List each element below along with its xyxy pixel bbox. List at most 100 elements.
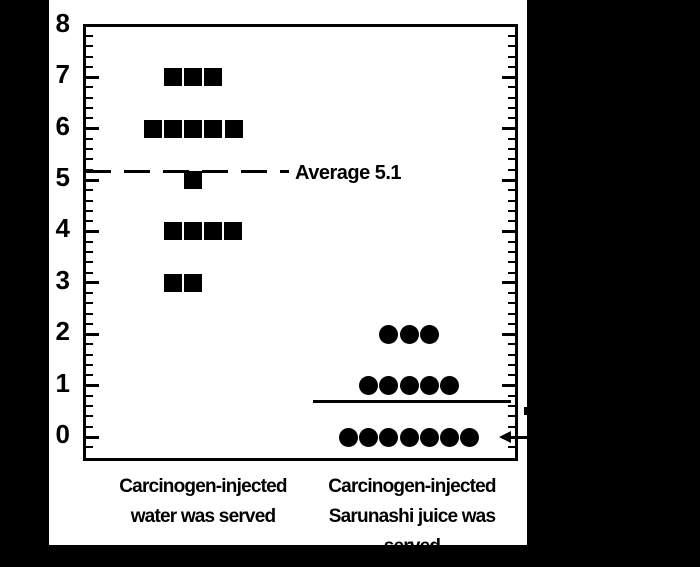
data-point-circle <box>379 427 399 447</box>
average-line-solid <box>313 399 511 403</box>
data-point-square <box>184 68 202 87</box>
data-point-square <box>184 119 202 138</box>
y-axis-minor-tick <box>508 199 515 202</box>
y-axis-minor-tick <box>508 55 515 58</box>
data-point-circle <box>379 324 399 344</box>
y-axis-minor-tick <box>86 446 93 449</box>
data-point-circle <box>440 376 459 396</box>
data-point-square <box>204 222 223 241</box>
y-axis-major-tick <box>86 435 99 439</box>
data-point-square <box>224 222 243 241</box>
x-category-label-line: Carcinogen-injected <box>119 476 287 497</box>
y-axis-tick-label: 0 <box>55 419 70 449</box>
data-point-square <box>184 273 203 292</box>
y-axis-minor-tick <box>508 35 515 38</box>
y-axis-minor-tick <box>86 415 93 418</box>
y-axis-minor-tick <box>86 353 93 356</box>
y-axis-minor-tick <box>508 261 515 264</box>
y-axis-minor-tick <box>86 364 93 367</box>
y-axis-minor-tick <box>86 405 93 408</box>
y-axis-minor-tick <box>86 168 93 171</box>
plot-area <box>83 24 518 461</box>
y-axis-major-tick <box>502 384 515 388</box>
data-point-square <box>224 119 243 138</box>
y-axis-minor-tick <box>508 271 515 274</box>
data-point-circle <box>359 376 378 396</box>
y-axis-minor-tick <box>86 148 93 151</box>
y-axis-minor-tick <box>86 261 93 264</box>
y-axis-minor-tick <box>508 312 515 315</box>
data-point-circle <box>359 427 378 447</box>
y-axis-tick-label: 6 <box>55 110 70 141</box>
y-axis-minor-tick <box>86 107 93 110</box>
y-axis-minor-tick <box>508 189 515 192</box>
y-axis-minor-tick <box>86 35 93 38</box>
y-axis-minor-tick <box>508 86 515 89</box>
y-axis-major-tick <box>502 229 515 233</box>
y-axis-minor-tick <box>86 425 93 428</box>
y-axis-tick-label: 7 <box>55 59 70 90</box>
x-category-label-juice: Carcinogen-injected Sarunashi juice was se… <box>282 472 527 545</box>
y-axis-minor-tick <box>508 353 515 356</box>
y-axis-minor-tick <box>508 292 515 295</box>
data-point-square <box>163 273 182 292</box>
y-axis-minor-tick <box>86 158 93 161</box>
y-axis-minor-tick <box>86 45 93 48</box>
y-axis-minor-tick <box>86 65 93 68</box>
data-point-circle <box>419 427 439 447</box>
data-point-square <box>163 119 182 138</box>
x-category-label-water: Carcinogen-injected water was served <box>73 472 333 532</box>
y-axis-minor-tick <box>508 240 515 243</box>
x-category-label-line: Sarunashi juice was <box>328 506 496 527</box>
y-axis-major-tick <box>86 75 99 79</box>
y-axis-minor-tick <box>86 199 93 202</box>
data-point-circle <box>379 376 399 396</box>
y-axis-minor-tick <box>508 250 515 253</box>
y-axis-minor-tick <box>86 343 93 346</box>
average-line-dashed <box>85 170 289 174</box>
y-axis-minor-tick <box>508 65 515 68</box>
data-point-square <box>204 119 223 138</box>
y-axis-minor-tick <box>508 107 515 110</box>
y-axis-major-tick <box>502 435 515 439</box>
y-axis-major-tick <box>86 384 99 388</box>
y-axis-minor-tick <box>508 220 515 223</box>
data-point-square <box>143 119 162 138</box>
data-point-circle <box>440 427 459 447</box>
y-axis-tick-label: 1 <box>55 367 70 398</box>
y-axis-minor-tick <box>86 374 93 377</box>
y-axis-minor-tick <box>508 364 515 367</box>
y-axis-major-tick <box>86 229 99 233</box>
data-point-square <box>183 222 202 241</box>
x-category-label-line: water was served <box>130 506 276 527</box>
x-category-label-line: Carcinogen-injected <box>328 476 496 497</box>
y-axis-minor-tick <box>86 55 93 58</box>
data-point-circle <box>419 376 439 396</box>
y-axis-major-tick <box>502 281 515 285</box>
y-axis-major-tick <box>502 24 515 28</box>
data-point-circle <box>338 427 358 447</box>
average-line-label: Average 5.1 <box>295 162 402 184</box>
x-category-label-line: served <box>282 532 527 545</box>
y-axis-major-tick <box>86 281 99 285</box>
y-axis-minor-tick <box>508 374 515 377</box>
y-axis-major-tick <box>502 178 515 182</box>
y-axis-minor-tick <box>508 425 515 428</box>
arrow-annotation-shaft <box>510 436 527 439</box>
y-axis-major-tick <box>86 178 99 182</box>
y-axis-minor-tick <box>508 446 515 449</box>
data-point-square <box>163 68 182 87</box>
y-axis-minor-tick <box>86 271 93 274</box>
data-point-circle <box>460 427 480 447</box>
y-axis-tick-label: 4 <box>55 213 70 244</box>
y-axis-minor-tick <box>508 415 515 418</box>
data-point-square <box>163 222 182 241</box>
y-axis-major-tick <box>86 24 99 28</box>
y-axis-minor-tick <box>86 96 93 99</box>
y-axis-minor-tick <box>508 302 515 305</box>
y-axis-minor-tick <box>86 209 93 212</box>
data-point-circle <box>399 376 419 396</box>
y-axis-minor-tick <box>508 405 515 408</box>
y-axis-major-tick <box>86 332 99 336</box>
